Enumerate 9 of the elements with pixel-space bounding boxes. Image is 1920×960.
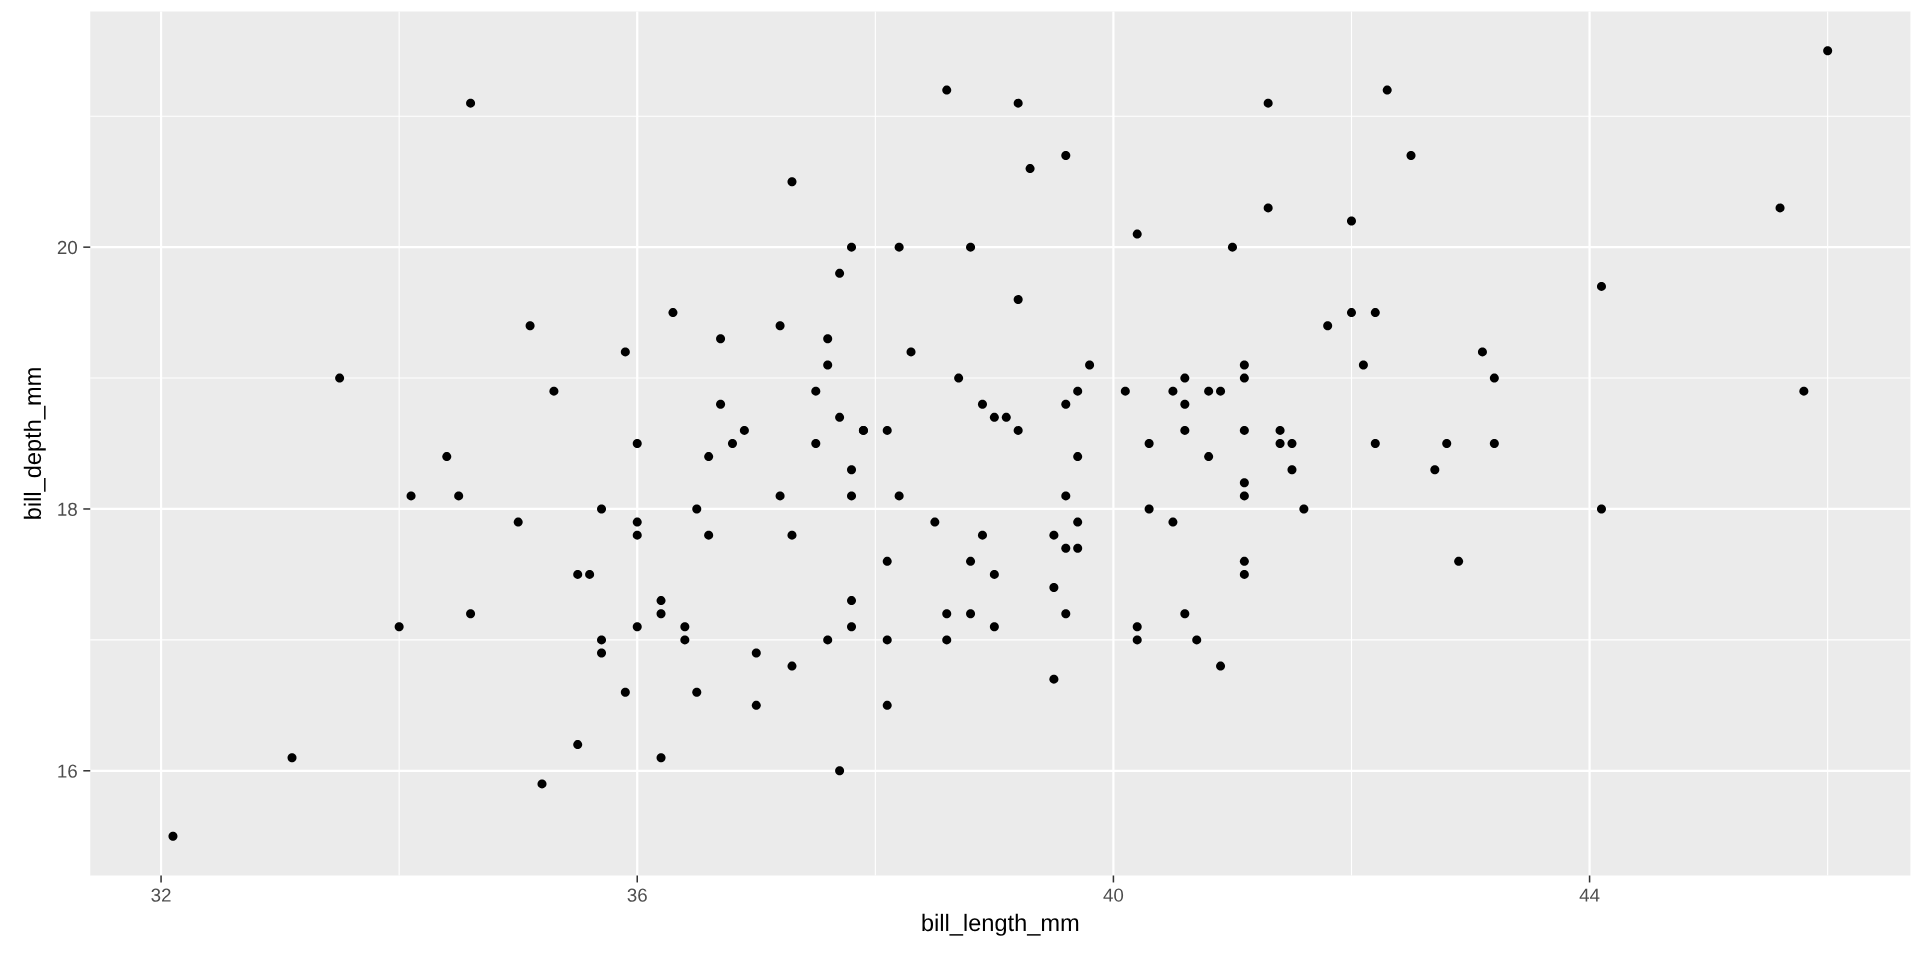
y-axis-title: bill_depth_mm — [23, 368, 46, 519]
y-tick-label: 18 — [58, 502, 77, 516]
x-axis-title: bill_length_mm — [922, 913, 1079, 936]
x-tick-label: 36 — [627, 888, 647, 902]
y-tick-label: 16 — [58, 764, 77, 778]
y-tick-label: 20 — [57, 240, 78, 255]
x-tick-label: 40 — [1103, 888, 1124, 902]
x-tick-label: 44 — [1579, 888, 1600, 902]
x-tick-label: 32 — [151, 888, 171, 902]
